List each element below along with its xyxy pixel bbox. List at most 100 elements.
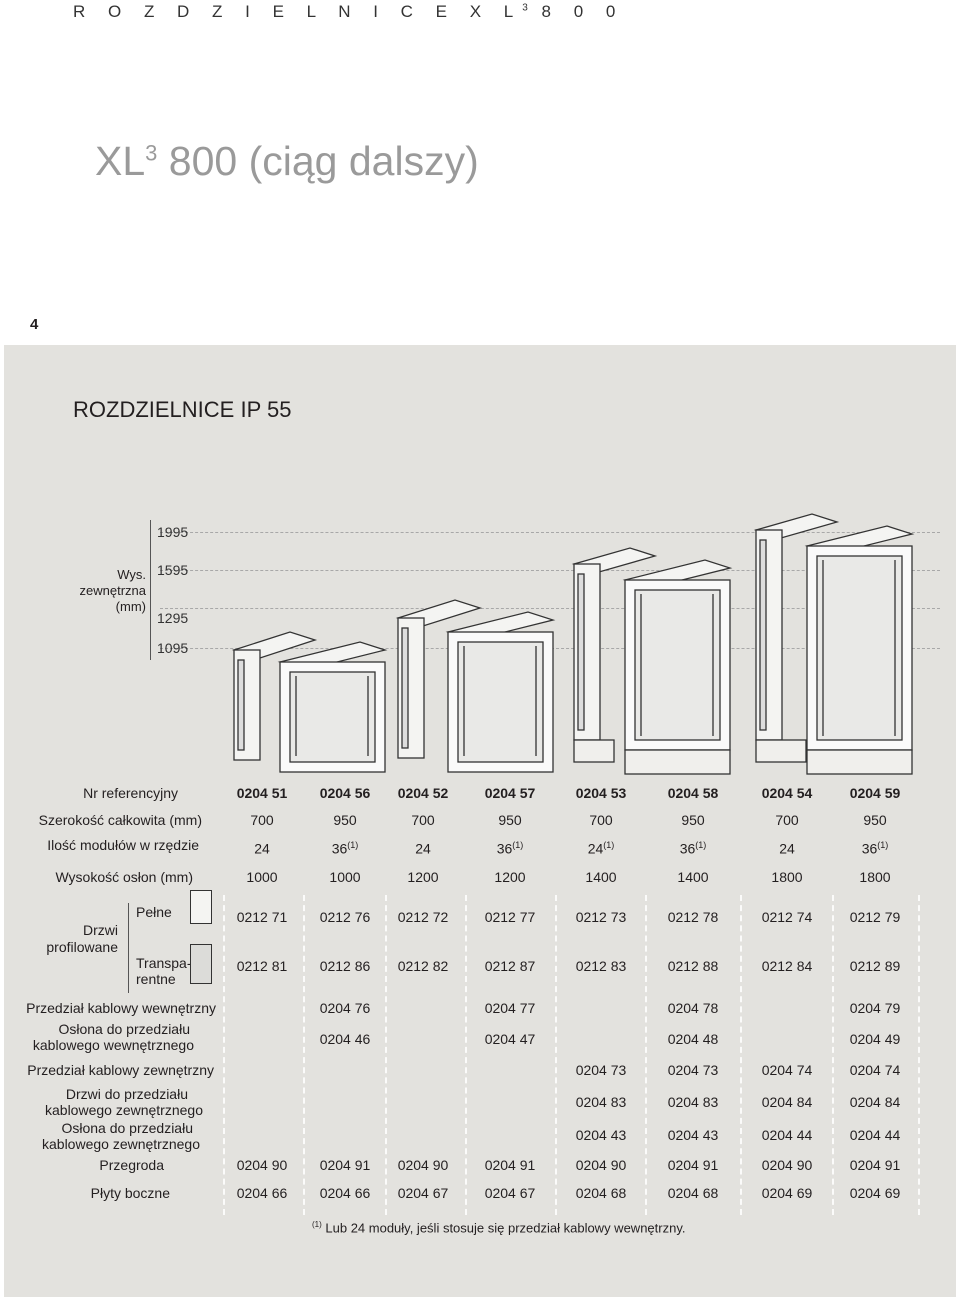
section-title: ROZDZIELNICE IP 55 <box>73 397 292 422</box>
cell-outer-cable-6: 0204 73 <box>667 1062 719 1078</box>
cell-doors-trans-3: 0212 82 <box>397 958 449 974</box>
column-separator <box>918 895 920 1215</box>
cell-partition-3: 0204 90 <box>397 1157 449 1173</box>
modules-value: 24 <box>779 840 795 857</box>
modules-footnote-mark: (1) <box>603 840 615 850</box>
modules-value: 36 <box>679 840 696 857</box>
tick-1095: 1095 <box>157 640 189 656</box>
height-axis-line <box>150 520 151 660</box>
cell-outer-cover-7: 0204 44 <box>761 1127 813 1143</box>
tick-1995: 1995 <box>157 524 189 540</box>
cell-columns-4: 0204 57 <box>484 785 536 801</box>
cell-side-3: 0204 67 <box>397 1185 449 1201</box>
cell-partition-8: 0204 91 <box>849 1157 901 1173</box>
label-inner-cover-1: Osłona do przedziału <box>58 1021 190 1037</box>
cabinet-0204-51-image <box>231 631 318 761</box>
cell-inner-cover-4: 0204 47 <box>484 1031 536 1047</box>
cell-height-7: 1800 <box>771 869 803 885</box>
cell-outer-cover-8: 0204 44 <box>849 1127 901 1143</box>
cell-modules-4: 36(1) <box>497 837 524 857</box>
modules-footnote-mark: (1) <box>347 840 359 850</box>
label-width: Szerokość całkowita (mm) <box>38 812 202 828</box>
label-doors-trans-1: Transpa- <box>136 955 192 971</box>
cell-outer-door-6: 0204 83 <box>667 1094 719 1110</box>
cell-height-3: 1200 <box>407 869 439 885</box>
cell-modules-8: 36(1) <box>862 837 889 857</box>
modules-footnote-mark: (1) <box>695 840 707 850</box>
cell-modules-6: 36(1) <box>680 837 707 857</box>
cell-width-1: 700 <box>250 812 274 828</box>
cell-columns-5: 0204 53 <box>575 785 627 801</box>
cell-side-5: 0204 68 <box>575 1185 627 1201</box>
cell-height-2: 1000 <box>329 869 361 885</box>
cell-height-5: 1400 <box>585 869 617 885</box>
title-sup: 3 <box>145 140 158 166</box>
cell-width-7: 700 <box>775 812 799 828</box>
guide-1595 <box>160 570 940 571</box>
label-doors-2: profilowane <box>46 939 118 955</box>
label-inner-cover-2: kablowego wewnętrznego <box>32 1037 194 1053</box>
cell-doors-full-6: 0212 78 <box>667 909 719 925</box>
cell-width-8: 950 <box>863 812 887 828</box>
cell-inner-cover-6: 0204 48 <box>667 1031 719 1047</box>
label-ref: Nr referencyjny <box>83 785 178 801</box>
cell-side-4: 0204 67 <box>484 1185 536 1201</box>
cell-inner-cable-6: 0204 78 <box>667 1000 719 1016</box>
modules-value: 24 <box>254 840 270 857</box>
height-axis-label: Wys. zewnętrzna (mm) <box>79 567 146 614</box>
cell-width-4: 950 <box>498 812 522 828</box>
cell-columns-3: 0204 52 <box>397 785 449 801</box>
cell-doors-full-2: 0212 76 <box>319 909 371 925</box>
label-modules: Ilość modułów w rzędzie <box>47 837 199 853</box>
label-partition: Przegroda <box>99 1157 164 1173</box>
cell-outer-cover-6: 0204 43 <box>667 1127 719 1143</box>
cell-columns-2: 0204 56 <box>319 785 371 801</box>
label-outer-cover-2: kablowego zewnętrznego <box>42 1136 200 1152</box>
footnote-text: Lub 24 moduły, jeśli stosuje się przedzi… <box>321 1220 686 1236</box>
cell-side-7: 0204 69 <box>761 1185 813 1201</box>
cell-columns-1: 0204 51 <box>236 785 288 801</box>
cell-side-8: 0204 69 <box>849 1185 901 1201</box>
cell-doors-full-1: 0212 71 <box>236 909 288 925</box>
modules-footnote-mark: (1) <box>512 840 524 850</box>
cell-height-6: 1400 <box>677 869 709 885</box>
label-outer-cover-1: Osłona do przedziału <box>61 1120 193 1136</box>
cell-height-4: 1200 <box>494 869 526 885</box>
cell-doors-trans-7: 0212 84 <box>761 958 813 974</box>
cell-outer-cable-5: 0204 73 <box>575 1062 627 1078</box>
cell-partition-7: 0204 90 <box>761 1157 813 1173</box>
modules-value: 24 <box>587 840 604 857</box>
label-outer-door-1: Drzwi do przedziału <box>65 1086 188 1102</box>
header-sup: 3 <box>522 2 528 14</box>
cell-modules-5: 24(1) <box>588 837 615 857</box>
label-inner-cable: Przedział kablowy wewnętrzny <box>26 1000 216 1016</box>
cabinet-0204-58-image <box>622 559 733 775</box>
cell-width-3: 700 <box>411 812 435 828</box>
cell-modules-2: 36(1) <box>332 837 359 857</box>
cell-partition-4: 0204 91 <box>484 1157 536 1173</box>
cell-doors-trans-6: 0212 88 <box>667 958 719 974</box>
guide-1295 <box>160 608 940 609</box>
cell-modules-1: 24 <box>254 837 270 857</box>
label-doors-1: Drzwi <box>83 922 118 938</box>
cell-width-2: 950 <box>333 812 357 828</box>
column-separator <box>740 895 742 1215</box>
content-panel <box>4 345 956 1297</box>
cell-outer-door-5: 0204 83 <box>575 1094 627 1110</box>
cell-doors-full-3: 0212 72 <box>397 909 449 925</box>
cell-inner-cable-4: 0204 77 <box>484 1000 536 1016</box>
tick-1595: 1595 <box>157 562 189 578</box>
modules-value: 36 <box>331 840 348 857</box>
guide-1995 <box>160 532 940 533</box>
cell-side-6: 0204 68 <box>667 1185 719 1201</box>
cell-outer-cable-7: 0204 74 <box>761 1062 813 1078</box>
transparent-door-icon <box>190 944 212 984</box>
running-header: R O Z D Z I E L N I C E X L3 8 0 0 <box>73 2 624 22</box>
cell-columns-8: 0204 59 <box>849 785 901 801</box>
footnote: (1) Lub 24 moduły, jeśli stosuje się prz… <box>312 1220 685 1235</box>
column-separator <box>832 895 834 1215</box>
cell-partition-6: 0204 91 <box>667 1157 719 1173</box>
label-doors-full: Pełne <box>136 904 172 920</box>
cabinet-0204-59-image <box>804 525 915 775</box>
